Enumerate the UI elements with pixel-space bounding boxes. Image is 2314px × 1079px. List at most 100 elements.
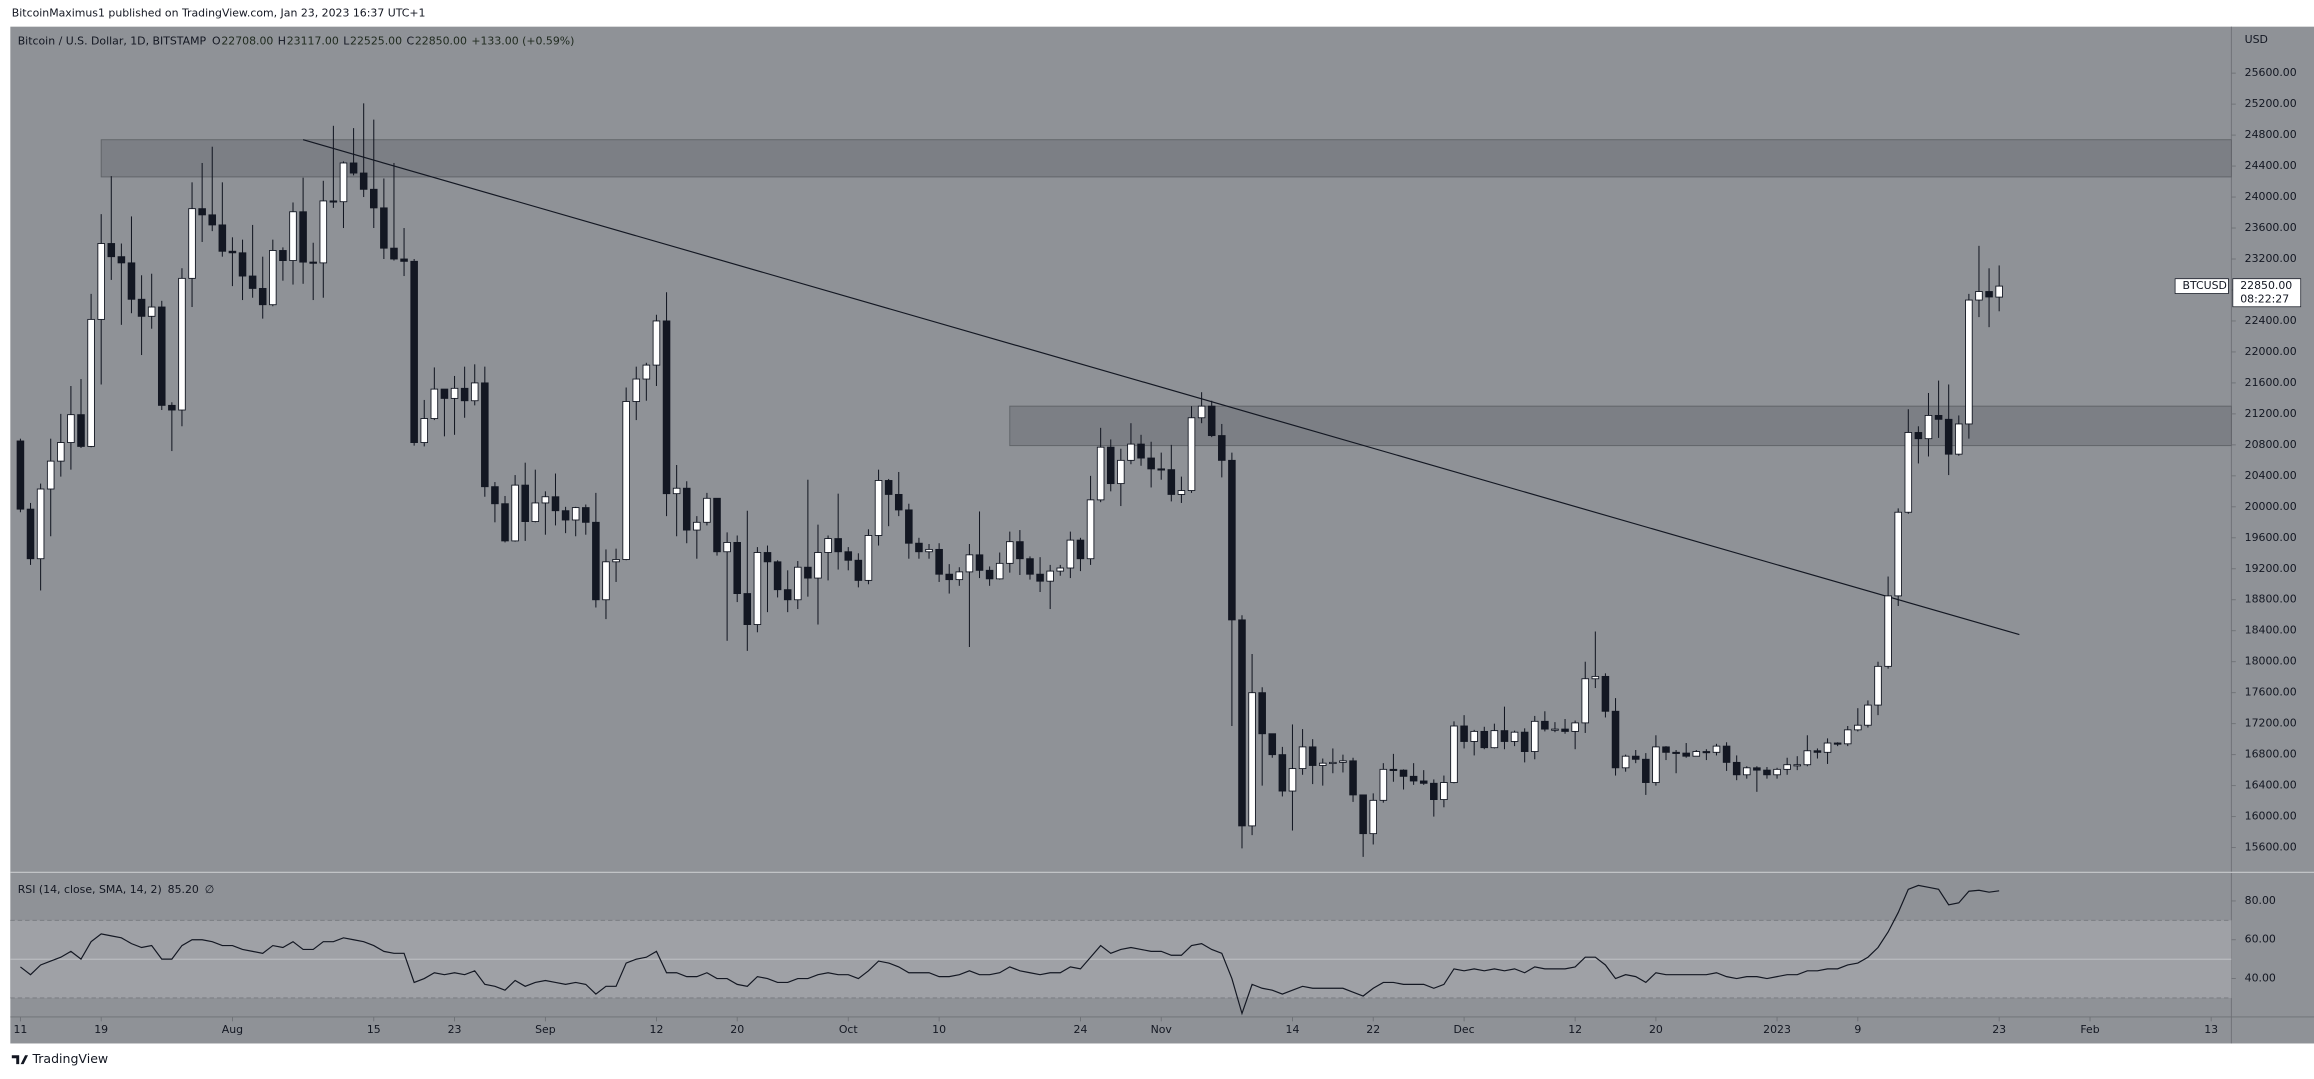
candle-body (622, 401, 630, 560)
candle (1995, 265, 2003, 312)
candle (682, 481, 691, 544)
candle (864, 529, 873, 585)
candle (1611, 698, 1620, 776)
candle-body (1440, 782, 1448, 801)
x-tick-label: Feb (2080, 1023, 2099, 1036)
candle-body (1631, 755, 1640, 760)
candle-body (1288, 768, 1297, 792)
candle (531, 469, 540, 523)
logo-mark (11, 1055, 29, 1065)
candle-body (1117, 459, 1125, 485)
candle (854, 553, 863, 588)
candle (147, 273, 156, 329)
candle-body (1430, 782, 1438, 801)
x-tick-label: Dec (1454, 1023, 1475, 1036)
last-price-box (2232, 278, 2302, 308)
candle (57, 413, 65, 477)
candle (289, 202, 297, 285)
candle-body (1379, 768, 1388, 801)
candle (1783, 757, 1791, 775)
candle-body (1500, 730, 1509, 742)
y-tick-label: 23200.00 (2245, 252, 2297, 265)
candle-body (188, 208, 196, 279)
x-tick-label: 9 (1854, 1023, 1861, 1036)
candle (905, 503, 913, 559)
candle-body (1551, 728, 1559, 731)
candle-body (410, 260, 418, 443)
candle-body (1238, 619, 1246, 827)
y-axis-unit: USD (2245, 33, 2268, 46)
candle-body (864, 535, 873, 581)
candle (258, 256, 267, 319)
candle (642, 362, 651, 401)
candle (1692, 749, 1701, 757)
candle-body (1642, 758, 1650, 783)
candle-body (87, 318, 95, 447)
candle-body (1591, 675, 1600, 680)
candle (965, 543, 974, 647)
candle (1965, 293, 1973, 439)
candle-body (814, 552, 822, 579)
candle-body (1965, 299, 1973, 425)
candle (1440, 775, 1448, 808)
candle (874, 469, 883, 546)
ohlc-value: 23117.00 (287, 34, 339, 47)
tradingview-logo: TradingView (11, 1051, 108, 1066)
candle-body (1036, 573, 1044, 582)
candle (612, 548, 620, 582)
candle (1944, 384, 1953, 476)
x-tick-label: 13 (2204, 1023, 2218, 1036)
candle-body (1722, 745, 1731, 763)
candle-body (834, 538, 842, 553)
candle (1177, 476, 1186, 503)
candle-body (46, 460, 55, 490)
candle (1712, 743, 1721, 756)
candle (1894, 508, 1902, 606)
candle-body (642, 364, 651, 380)
candle-body (1268, 733, 1277, 756)
candle-body (1793, 764, 1802, 767)
candle (1854, 708, 1862, 732)
candle-body (450, 387, 459, 399)
candle-body (309, 261, 317, 264)
candle (652, 314, 661, 387)
candle (430, 367, 439, 421)
candle-body (1006, 541, 1014, 564)
candle (77, 379, 85, 448)
candle-body (773, 561, 782, 591)
candle-body (804, 566, 812, 579)
x-tick-label: 12 (1568, 1023, 1582, 1036)
candle-body (592, 521, 600, 601)
candle (955, 567, 964, 586)
candle-body (1601, 675, 1610, 712)
candle (1298, 729, 1307, 775)
candle (1742, 766, 1751, 779)
candle-body (57, 442, 65, 462)
candle (1409, 763, 1418, 785)
candle (1066, 531, 1075, 579)
x-tick-label: 15 (367, 1023, 381, 1036)
candle (1258, 687, 1266, 786)
ohlc-value: 22525.00 (350, 34, 402, 47)
countdown: 08:22:27 (2240, 292, 2289, 305)
y-tick-label: 16800.00 (2245, 748, 2297, 761)
candle-body (1924, 414, 1933, 440)
candle-body (1894, 511, 1902, 597)
candle (319, 180, 328, 298)
resistance-zone (100, 139, 2232, 178)
candle (1076, 537, 1085, 572)
candle-body (1389, 768, 1398, 771)
candle-body (763, 552, 772, 563)
candle-body (1409, 775, 1418, 782)
candle (1904, 409, 1913, 514)
candle-body (713, 497, 721, 553)
candle (369, 119, 378, 229)
last-label-name-box (2174, 278, 2229, 294)
candle-body (1833, 742, 1842, 745)
candle (1096, 427, 1105, 503)
candle (1056, 564, 1065, 576)
candle-body (602, 561, 610, 601)
candle-body (894, 493, 903, 511)
candle-body (662, 320, 671, 495)
